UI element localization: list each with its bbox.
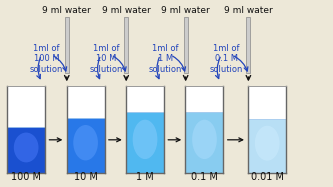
Text: 1 M: 1 M bbox=[136, 172, 154, 182]
FancyArrowPatch shape bbox=[173, 56, 185, 71]
Text: 0.1 M: 0.1 M bbox=[191, 172, 218, 182]
Bar bbox=[67, 86, 105, 118]
Text: 9 ml water: 9 ml water bbox=[224, 6, 273, 15]
Bar bbox=[185, 86, 223, 112]
Ellipse shape bbox=[14, 133, 39, 162]
Bar bbox=[126, 86, 164, 112]
Bar bbox=[126, 112, 164, 173]
FancyArrowPatch shape bbox=[37, 57, 40, 79]
Ellipse shape bbox=[192, 120, 217, 159]
Ellipse shape bbox=[255, 126, 280, 161]
Text: 1ml of
100 M
solution: 1ml of 100 M solution bbox=[30, 44, 63, 73]
Bar bbox=[185, 112, 223, 173]
Ellipse shape bbox=[133, 120, 158, 159]
FancyArrowPatch shape bbox=[54, 56, 67, 71]
FancyArrowPatch shape bbox=[215, 57, 220, 79]
Text: 9 ml water: 9 ml water bbox=[161, 6, 210, 15]
Text: 10 M: 10 M bbox=[74, 172, 98, 182]
Bar bbox=[124, 17, 128, 73]
Text: 0.01 M: 0.01 M bbox=[251, 172, 284, 182]
FancyArrowPatch shape bbox=[96, 57, 100, 79]
Ellipse shape bbox=[73, 125, 98, 160]
Bar bbox=[7, 86, 45, 127]
FancyArrowPatch shape bbox=[113, 56, 126, 71]
Text: 1ml of
10 M
solution: 1ml of 10 M solution bbox=[89, 44, 123, 73]
Text: 1ml of
0.1 M
solution: 1ml of 0.1 M solution bbox=[210, 44, 243, 73]
FancyArrowPatch shape bbox=[234, 56, 248, 71]
Bar bbox=[7, 127, 45, 173]
Bar bbox=[65, 17, 69, 73]
Bar bbox=[248, 119, 286, 173]
Text: 100 M: 100 M bbox=[11, 172, 41, 182]
FancyArrowPatch shape bbox=[156, 57, 159, 79]
Bar bbox=[67, 118, 105, 173]
Text: 9 ml water: 9 ml water bbox=[102, 6, 151, 15]
Bar bbox=[246, 17, 250, 73]
Bar bbox=[184, 17, 187, 73]
Text: 9 ml water: 9 ml water bbox=[42, 6, 91, 15]
Text: 1ml of
1 M
solution: 1ml of 1 M solution bbox=[149, 44, 182, 73]
Bar bbox=[248, 86, 286, 119]
